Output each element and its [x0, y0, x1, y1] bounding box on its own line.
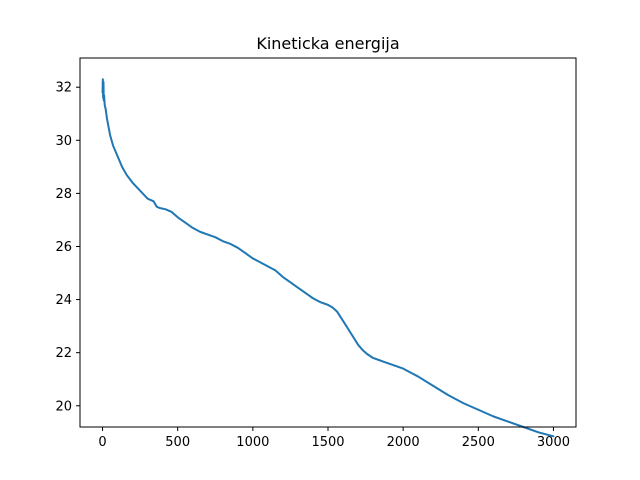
- x-tick-label: 2500: [462, 435, 495, 450]
- x-tick-label: 2000: [387, 435, 420, 450]
- y-tick-label: 22: [55, 346, 72, 361]
- series-layer: [101, 78, 555, 438]
- x-tick-label: 1500: [311, 435, 344, 450]
- y-tick-label: 28: [55, 187, 72, 202]
- y-tick-label: 32: [55, 81, 72, 96]
- x-tick-label: 1000: [236, 435, 269, 450]
- x-tick-label: 3000: [537, 435, 570, 450]
- y-tick-label: 30: [55, 134, 72, 149]
- plot-frame: [79, 57, 577, 428]
- y-tick-label: 20: [55, 399, 72, 414]
- x-axis-ticks: 0 500 1000 1500 2000 2500 3000: [98, 427, 570, 450]
- series-line: [101, 78, 555, 438]
- x-tick-label: 500: [165, 435, 190, 450]
- y-axis-ticks: 20 22 24 26 28 30 32: [55, 81, 80, 414]
- x-tick-label: 0: [98, 435, 106, 450]
- y-tick-label: 26: [55, 240, 72, 255]
- y-tick-label: 24: [55, 293, 72, 308]
- chart-title: Kineticka energija: [256, 34, 399, 53]
